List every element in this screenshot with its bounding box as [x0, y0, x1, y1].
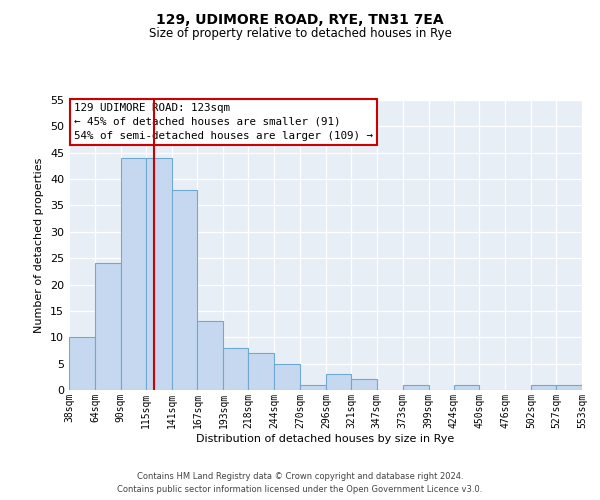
Bar [146, 158, 172, 390]
Bar [69, 338, 95, 390]
Bar [351, 380, 377, 390]
Text: 129, UDIMORE ROAD, RYE, TN31 7EA: 129, UDIMORE ROAD, RYE, TN31 7EA [156, 12, 444, 26]
Text: Size of property relative to detached houses in Rye: Size of property relative to detached ho… [149, 28, 451, 40]
Bar [274, 364, 300, 390]
Bar [223, 348, 248, 390]
Bar [172, 190, 197, 390]
Bar [531, 384, 556, 390]
X-axis label: Distribution of detached houses by size in Rye: Distribution of detached houses by size … [196, 434, 455, 444]
Bar [454, 384, 479, 390]
Bar [556, 384, 582, 390]
Bar [403, 384, 428, 390]
Text: Contains public sector information licensed under the Open Government Licence v3: Contains public sector information licen… [118, 485, 482, 494]
Bar [326, 374, 351, 390]
Y-axis label: Number of detached properties: Number of detached properties [34, 158, 44, 332]
Text: Contains HM Land Registry data © Crown copyright and database right 2024.: Contains HM Land Registry data © Crown c… [137, 472, 463, 481]
Bar [197, 322, 223, 390]
Bar [300, 384, 326, 390]
Bar [248, 353, 274, 390]
Bar [95, 264, 121, 390]
Bar [121, 158, 146, 390]
Text: 129 UDIMORE ROAD: 123sqm
← 45% of detached houses are smaller (91)
54% of semi-d: 129 UDIMORE ROAD: 123sqm ← 45% of detach… [74, 103, 373, 141]
